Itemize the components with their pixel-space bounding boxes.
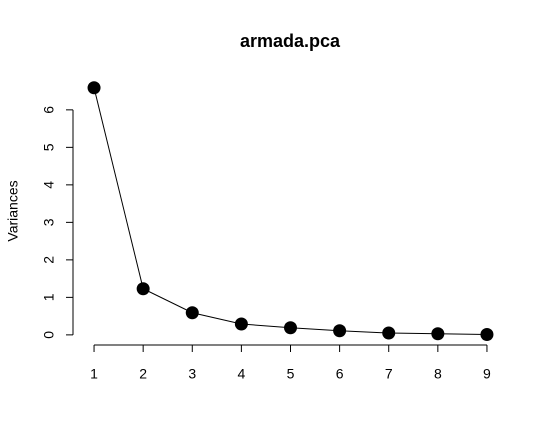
x-tick-label: 7 (385, 366, 393, 382)
x-tick-label: 4 (237, 366, 245, 382)
x-tick-label: 9 (483, 366, 491, 382)
point (284, 321, 297, 335)
y-axis-label: Variances (5, 180, 21, 241)
point (87, 81, 101, 95)
y-tick-label: 5 (41, 143, 57, 151)
y-tick-label: 1 (41, 293, 57, 301)
y-tick-label: 4 (41, 181, 57, 189)
x-tick-label: 8 (434, 366, 442, 382)
y-tick-label: 2 (41, 256, 57, 264)
point (382, 326, 396, 340)
x-tick-label: 1 (90, 366, 98, 382)
point (480, 327, 494, 341)
x-tick-label: 5 (287, 366, 295, 382)
point (234, 317, 248, 331)
point (431, 327, 445, 341)
x-tick-label: 2 (139, 366, 147, 382)
chart-title: armada.pca (240, 31, 341, 51)
y-tick-label: 3 (41, 218, 57, 226)
y-tick-label: 6 (41, 106, 57, 114)
y-tick-label: 0 (41, 331, 57, 339)
point (333, 324, 347, 338)
point (185, 306, 199, 320)
point (136, 282, 150, 296)
series-line (93, 87, 487, 335)
x-tick-label: 3 (188, 366, 196, 382)
x-tick-label: 6 (336, 366, 344, 382)
